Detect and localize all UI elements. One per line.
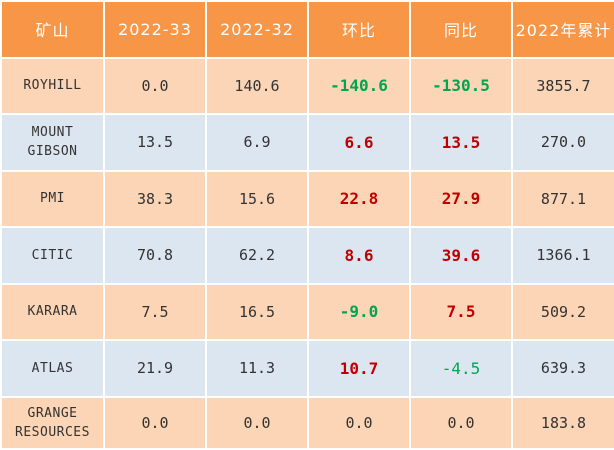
ytd-value: 877.1 bbox=[511, 169, 614, 228]
ytd-value: 509.2 bbox=[511, 282, 614, 341]
header-mine: 矿山 bbox=[0, 0, 105, 59]
table-row: ATLAS 21.9 11.3 10.7 -4.5 639.3 bbox=[0, 339, 614, 398]
ytd-value: 1366.1 bbox=[511, 226, 614, 285]
table-row: ROYHILL 0.0 140.6 -140.6 -130.5 3855.7 bbox=[0, 56, 614, 115]
table-row: PMI 38.3 15.6 22.8 27.9 877.1 bbox=[0, 169, 614, 228]
header-year-over-year: 同比 bbox=[409, 0, 513, 59]
table-row: MOUNT GIBSON 13.5 6.9 6.6 13.5 270.0 bbox=[0, 113, 614, 172]
ytd-value: 639.3 bbox=[511, 339, 614, 398]
yoy-change: 7.5 bbox=[409, 282, 513, 341]
mine-name: PMI bbox=[0, 169, 105, 228]
wow-change: 0.0 bbox=[307, 395, 411, 450]
header-year-to-date: 2022年累计 bbox=[511, 0, 614, 59]
ytd-value: 3855.7 bbox=[511, 56, 614, 115]
mine-name-line2: RESOURCES bbox=[15, 424, 90, 440]
week-33-value: 0.0 bbox=[103, 395, 207, 450]
ytd-value: 270.0 bbox=[511, 113, 614, 172]
header-week-over-week: 环比 bbox=[307, 0, 411, 59]
wow-change: 10.7 bbox=[307, 339, 411, 398]
header-week-32: 2022-32 bbox=[205, 0, 309, 59]
wow-change: 6.6 bbox=[307, 113, 411, 172]
yoy-change: 13.5 bbox=[409, 113, 513, 172]
wow-change: 8.6 bbox=[307, 226, 411, 285]
week-32-value: 6.9 bbox=[205, 113, 309, 172]
mine-name: CITIC bbox=[0, 226, 105, 285]
mine-name: MOUNT GIBSON bbox=[0, 113, 105, 172]
mine-name: GRANGE RESOURCES bbox=[0, 395, 105, 450]
week-33-value: 38.3 bbox=[103, 169, 207, 228]
week-33-value: 70.8 bbox=[103, 226, 207, 285]
week-32-value: 62.2 bbox=[205, 226, 309, 285]
week-33-value: 0.0 bbox=[103, 56, 207, 115]
yoy-change: -4.5 bbox=[409, 339, 513, 398]
wow-change: 22.8 bbox=[307, 169, 411, 228]
mine-name: ROYHILL bbox=[0, 56, 105, 115]
header-row: 矿山 2022-33 2022-32 环比 同比 2022年累计 bbox=[0, 0, 614, 59]
week-32-value: 16.5 bbox=[205, 282, 309, 341]
mine-name: KARARA bbox=[0, 282, 105, 341]
yoy-change: 39.6 bbox=[409, 226, 513, 285]
mine-name-line1: MOUNT bbox=[31, 125, 74, 141]
wow-change: -9.0 bbox=[307, 282, 411, 341]
header-week-33: 2022-33 bbox=[103, 0, 207, 59]
ytd-value: 183.8 bbox=[511, 395, 614, 450]
table-row: GRANGE RESOURCES 0.0 0.0 0.0 0.0 183.8 bbox=[0, 395, 614, 450]
table-row: CITIC 70.8 62.2 8.6 39.6 1366.1 bbox=[0, 226, 614, 285]
yoy-change: 27.9 bbox=[409, 169, 513, 228]
yoy-change: 0.0 bbox=[409, 395, 513, 450]
week-32-value: 11.3 bbox=[205, 339, 309, 398]
mine-name-line2: GIBSON bbox=[27, 144, 78, 160]
mine-name-line1: GRANGE bbox=[27, 405, 78, 421]
wow-change: -140.6 bbox=[307, 56, 411, 115]
week-33-value: 21.9 bbox=[103, 339, 207, 398]
yoy-change: -130.5 bbox=[409, 56, 513, 115]
week-32-value: 0.0 bbox=[205, 395, 309, 450]
mine-name: ATLAS bbox=[0, 339, 105, 398]
table-row: KARARA 7.5 16.5 -9.0 7.5 509.2 bbox=[0, 282, 614, 341]
week-33-value: 7.5 bbox=[103, 282, 207, 341]
week-32-value: 15.6 bbox=[205, 169, 309, 228]
week-32-value: 140.6 bbox=[205, 56, 309, 115]
week-33-value: 13.5 bbox=[103, 113, 207, 172]
